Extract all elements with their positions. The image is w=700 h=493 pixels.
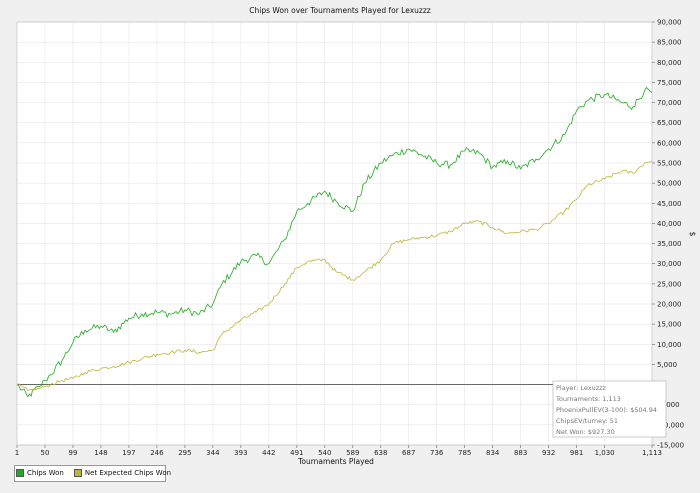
y-tick-label: 85,000 [657,39,682,47]
x-tick-label: 589 [346,449,359,457]
y-tick-label: 70,000 [657,99,682,107]
y-tick-label: 55,000 [657,160,682,168]
y-tick-label: 90,000 [657,19,682,27]
x-tick-label: 393 [234,449,247,457]
chart-title: Chips Won over Tournaments Played for Le… [249,6,430,15]
legend-label-expected: Net Expected Chips Won [84,469,172,477]
plot-area [16,21,653,446]
series-line-net-expected [16,160,653,392]
y-tick-label: 60,000 [657,139,682,147]
x-tick-label: 99 [69,449,78,457]
legend-item-chips-won: Chips Won [16,469,64,477]
info-chipsev: ChipsEV/turney: 51 [556,417,618,425]
y-tick-label: 65,000 [657,119,682,127]
info-net-won: Net Won: $927.30 [556,428,615,436]
y-tick-label: 5,000 [657,361,677,369]
x-tick-label: 50 [41,449,50,457]
y-tick-label: -10,000 [657,421,684,429]
info-phoenix-ev: PhoenixPullEV(3-100): $504.94 [556,406,657,414]
y-tick-label: 75,000 [657,79,682,87]
x-axis-ticks: 1 50 99 148 197 246 295 344 393 442 491 540 589 638 68… [15,445,662,457]
x-tick-label: 246 [150,449,164,457]
legend-swatch-chips-won [16,469,24,477]
series-layer [16,86,653,398]
x-tick-label: 540 [318,449,331,457]
x-tick-label: 834 [486,449,500,457]
legend-swatch-expected [73,469,82,477]
x-tick-label: 344 [206,449,220,457]
y-tick-label: 45,000 [657,200,682,208]
y-tick-label: 30,000 [657,260,682,268]
x-tick-label: 687 [402,449,415,457]
legend: Chips Won Net Expected Chips Won [16,469,171,477]
y-tick-label: 35,000 [657,240,682,248]
legend-label-chips-won: Chips Won [27,469,64,477]
legend-item-expected: Net Expected Chips Won [73,469,172,477]
x-tick-label: 491 [290,449,303,457]
x-axis-title: Tournaments Played [297,457,374,466]
y-tick-label: 15,000 [657,321,682,329]
x-tick-label: 981 [570,449,583,457]
y-axis-title: $ [688,232,697,237]
legend-frame [14,465,166,482]
info-tournaments: Tournaments: 1,113 [555,395,621,403]
x-tick-label: 442 [262,449,275,457]
x-tick-label: 883 [514,449,527,457]
info-box: Player: Lexuzzz Tournaments: 1,113 Phoen… [552,380,667,438]
y-tick-label: 20,000 [657,301,682,309]
y-axis-ticks: 90,000 85,000 80,000 75,000 70,000 65,000 60,0… [652,19,684,450]
x-tick-label: 1 [15,449,19,457]
info-box-frame [552,380,667,438]
y-tick-label: 25,000 [657,280,682,288]
x-tick-label: 148 [94,449,107,457]
y-tick-label: 50,000 [657,180,682,188]
x-tick-label: 197 [122,449,135,457]
y-tick-label: -5,000 [657,401,680,409]
x-tick-label: 295 [178,449,191,457]
info-player: Player: Lexuzzz [556,384,607,392]
x-tick-label: 785 [458,449,471,457]
x-tick-label: 736 [430,449,444,457]
x-tick-label: 1,113 [642,449,662,457]
x-tick-label: 638 [374,449,387,457]
series-line-chips-won [16,86,653,398]
y-tick-label: 80,000 [657,59,682,67]
x-tick-label: 1,030 [595,449,615,457]
y-tick-label: 10,000 [657,341,682,349]
y-tick-label: -15,000 [657,442,684,450]
x-tick-label: 932 [542,449,555,457]
y-tick-label: 40,000 [657,220,682,228]
